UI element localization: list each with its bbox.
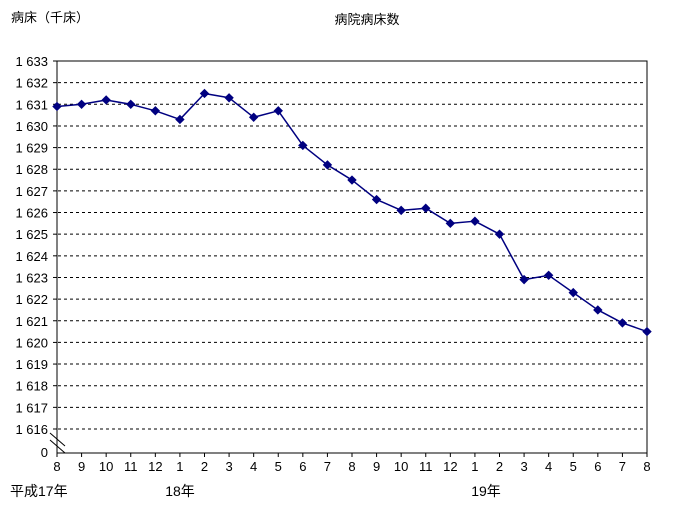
data-point-marker xyxy=(543,270,554,281)
data-point-marker xyxy=(371,194,382,205)
x-axis-era-label: 平成17年 xyxy=(10,483,68,499)
y-tick-label: 1 621 xyxy=(15,314,48,329)
x-tick-label: 11 xyxy=(419,459,433,474)
data-point-marker xyxy=(52,101,62,112)
y-tick-label: 1 618 xyxy=(15,379,48,394)
y-tick-label: 1 625 xyxy=(15,227,48,242)
y-tick-label: 1 626 xyxy=(15,206,48,221)
y-tick-label: 1 632 xyxy=(15,76,48,91)
axis-break-icon xyxy=(49,432,66,447)
x-tick-label: 10 xyxy=(99,459,113,474)
data-point-marker xyxy=(568,287,578,298)
x-tick-label: 6 xyxy=(594,459,601,474)
y-tick-label: 1 629 xyxy=(15,141,48,156)
x-tick-label: 9 xyxy=(373,459,380,474)
data-point-marker xyxy=(519,274,529,285)
data-point-marker xyxy=(396,205,406,216)
x-tick-label: 7 xyxy=(324,459,331,474)
data-point-marker xyxy=(101,95,111,105)
data-point-marker xyxy=(494,229,505,239)
x-tick-label: 6 xyxy=(299,459,306,474)
data-point-marker xyxy=(642,326,652,337)
x-tick-label: 1 xyxy=(471,459,478,474)
data-point-marker xyxy=(298,140,308,151)
data-point-marker xyxy=(76,99,87,110)
x-tick-label: 10 xyxy=(394,459,408,474)
data-point-marker xyxy=(126,99,136,110)
y-tick-label: 1 622 xyxy=(15,292,48,307)
data-point-marker xyxy=(199,88,210,99)
data-point-marker xyxy=(470,216,480,226)
x-tick-label: 7 xyxy=(619,459,626,474)
x-tick-label: 2 xyxy=(496,459,503,474)
data-point-marker xyxy=(421,203,431,213)
data-point-marker xyxy=(248,112,259,122)
y-tick-label: 1 623 xyxy=(15,270,48,285)
x-tick-label: 4 xyxy=(545,459,552,474)
data-point-marker xyxy=(593,305,603,315)
data-point-marker xyxy=(150,106,161,116)
x-tick-label: 9 xyxy=(78,459,85,474)
data-point-marker xyxy=(617,318,628,328)
x-tick-label: 12 xyxy=(148,459,162,474)
y-tick-label: 1 620 xyxy=(15,335,48,350)
y-tick-label: 1 631 xyxy=(15,97,48,112)
y-tick-label: 1 616 xyxy=(15,422,48,437)
y-zero-label: 0 xyxy=(41,445,48,460)
x-tick-label: 8 xyxy=(643,459,650,474)
x-tick-label: 11 xyxy=(124,459,138,474)
data-point-marker xyxy=(347,175,357,185)
y-axis-title: 病床（千床） xyxy=(11,10,90,25)
y-tick-label: 1 633 xyxy=(15,54,48,69)
x-tick-label: 1 xyxy=(176,459,183,474)
axis-break-icon xyxy=(49,439,66,454)
y-tick-label: 1 624 xyxy=(15,249,48,264)
x-tick-label: 4 xyxy=(250,459,257,474)
x-tick-label: 5 xyxy=(570,459,577,474)
x-axis-era-label: 19年 xyxy=(471,483,501,499)
x-tick-label: 12 xyxy=(443,459,457,474)
data-point-marker xyxy=(224,93,234,103)
x-tick-label: 8 xyxy=(348,459,355,474)
data-point-marker xyxy=(322,160,333,170)
data-point-marker xyxy=(175,114,185,125)
y-tick-label: 1 630 xyxy=(15,119,48,134)
y-tick-label: 1 617 xyxy=(15,400,48,415)
data-point-marker xyxy=(273,106,283,116)
y-tick-label: 1 628 xyxy=(15,162,48,177)
plot-frame xyxy=(56,60,648,454)
x-tick-label: 3 xyxy=(520,459,527,474)
chart-title: 病院病床数 xyxy=(334,12,400,27)
x-tick-label: 3 xyxy=(225,459,232,474)
x-tick-label: 8 xyxy=(53,459,60,474)
data-point-marker xyxy=(445,218,456,229)
x-tick-label: 2 xyxy=(201,459,208,474)
y-tick-label: 1 627 xyxy=(15,184,48,199)
x-axis-era-label: 18年 xyxy=(165,483,195,499)
y-tick-label: 1 619 xyxy=(15,357,48,372)
x-tick-label: 5 xyxy=(275,459,282,474)
